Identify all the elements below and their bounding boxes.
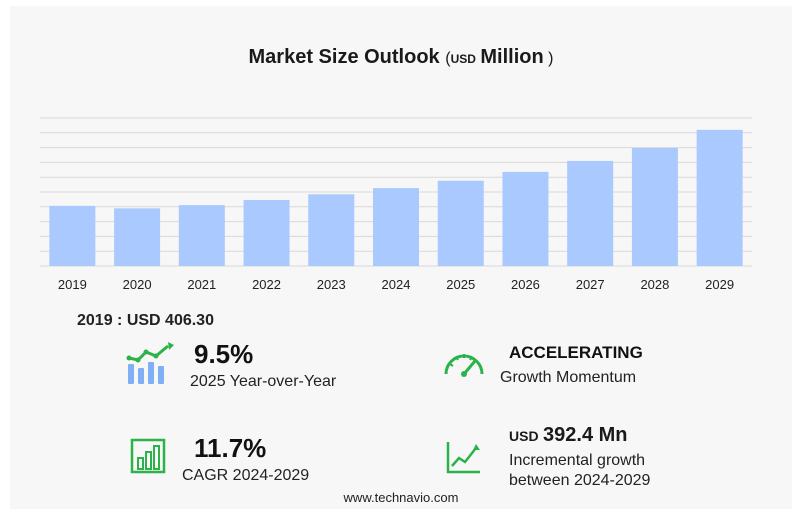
bar-2028 xyxy=(631,147,678,266)
bar-2025 xyxy=(437,180,484,266)
base-year-value: 2019 : USD 406.30 xyxy=(77,312,214,329)
incremental-label-1: Incremental growth xyxy=(509,452,646,469)
line-chart-icon xyxy=(446,442,480,474)
title-unit-usd: USD xyxy=(450,52,476,66)
chart-title-main: Market Size Outlook xyxy=(248,46,440,68)
x-tick-label-2023: 2023 xyxy=(317,277,346,292)
x-tick-label-2027: 2027 xyxy=(576,277,605,292)
x-tick-label-2019: 2019 xyxy=(58,277,87,292)
bar-2026 xyxy=(502,171,549,266)
chart-x-labels: 2019 2020 2021 2022 2023 2024 2025 2026 2027 2028… xyxy=(58,277,734,292)
incremental-amount: 392.4 Mn xyxy=(543,424,628,446)
bar-2023 xyxy=(308,194,355,266)
title-unit-million: Million xyxy=(480,46,544,68)
incremental-label-2: between 2024-2029 xyxy=(509,472,651,489)
title-open-paren: ( xyxy=(445,50,451,67)
x-tick-label-2021: 2021 xyxy=(187,277,216,292)
bar-2024 xyxy=(373,188,419,266)
x-tick-label-2022: 2022 xyxy=(252,277,281,292)
x-tick-label-2020: 2020 xyxy=(123,277,152,292)
bar-chart-icon xyxy=(130,438,166,474)
momentum-label: Growth Momentum xyxy=(500,369,637,386)
x-tick-label-2029: 2029 xyxy=(705,277,734,292)
bar-2019 xyxy=(49,205,96,266)
x-tick-label-2026: 2026 xyxy=(511,277,540,292)
title-close-paren: ) xyxy=(548,50,554,67)
incremental-unit: USD xyxy=(509,428,539,444)
bar-2020 xyxy=(114,208,161,266)
bar-2027 xyxy=(567,160,614,266)
cagr-label: CAGR 2024-2029 xyxy=(182,467,310,484)
bar-2029 xyxy=(696,129,743,266)
bar-chart: 2019 2020 2021 2022 2023 2024 2025 2026 2027 2028… xyxy=(40,117,752,292)
infographic-card: Market Size Outlook (USD Million ) 2019 2… xyxy=(10,6,792,509)
footer-url: www.technavio.com xyxy=(343,490,459,505)
chart-title-unit: (USD Million ) xyxy=(445,46,554,68)
cagr-value: 11.7% xyxy=(194,433,267,463)
x-tick-label-2028: 2028 xyxy=(640,277,669,292)
bar-2021 xyxy=(178,205,225,266)
yoy-label: 2025 Year-over-Year xyxy=(190,373,337,390)
x-tick-label-2024: 2024 xyxy=(382,277,411,292)
bar-2022 xyxy=(243,200,290,266)
yoy-value: 9.5% xyxy=(194,339,254,369)
momentum-value: ACCELERATING xyxy=(509,343,643,362)
growth-bars-icon xyxy=(126,342,174,384)
incremental-value: USD 392.4 Mn xyxy=(509,424,628,447)
x-tick-label-2025: 2025 xyxy=(446,277,475,292)
speedometer-icon xyxy=(444,354,484,377)
chart-title: Market Size Outlook (USD Million ) xyxy=(10,46,792,69)
chart-bars xyxy=(49,129,743,266)
